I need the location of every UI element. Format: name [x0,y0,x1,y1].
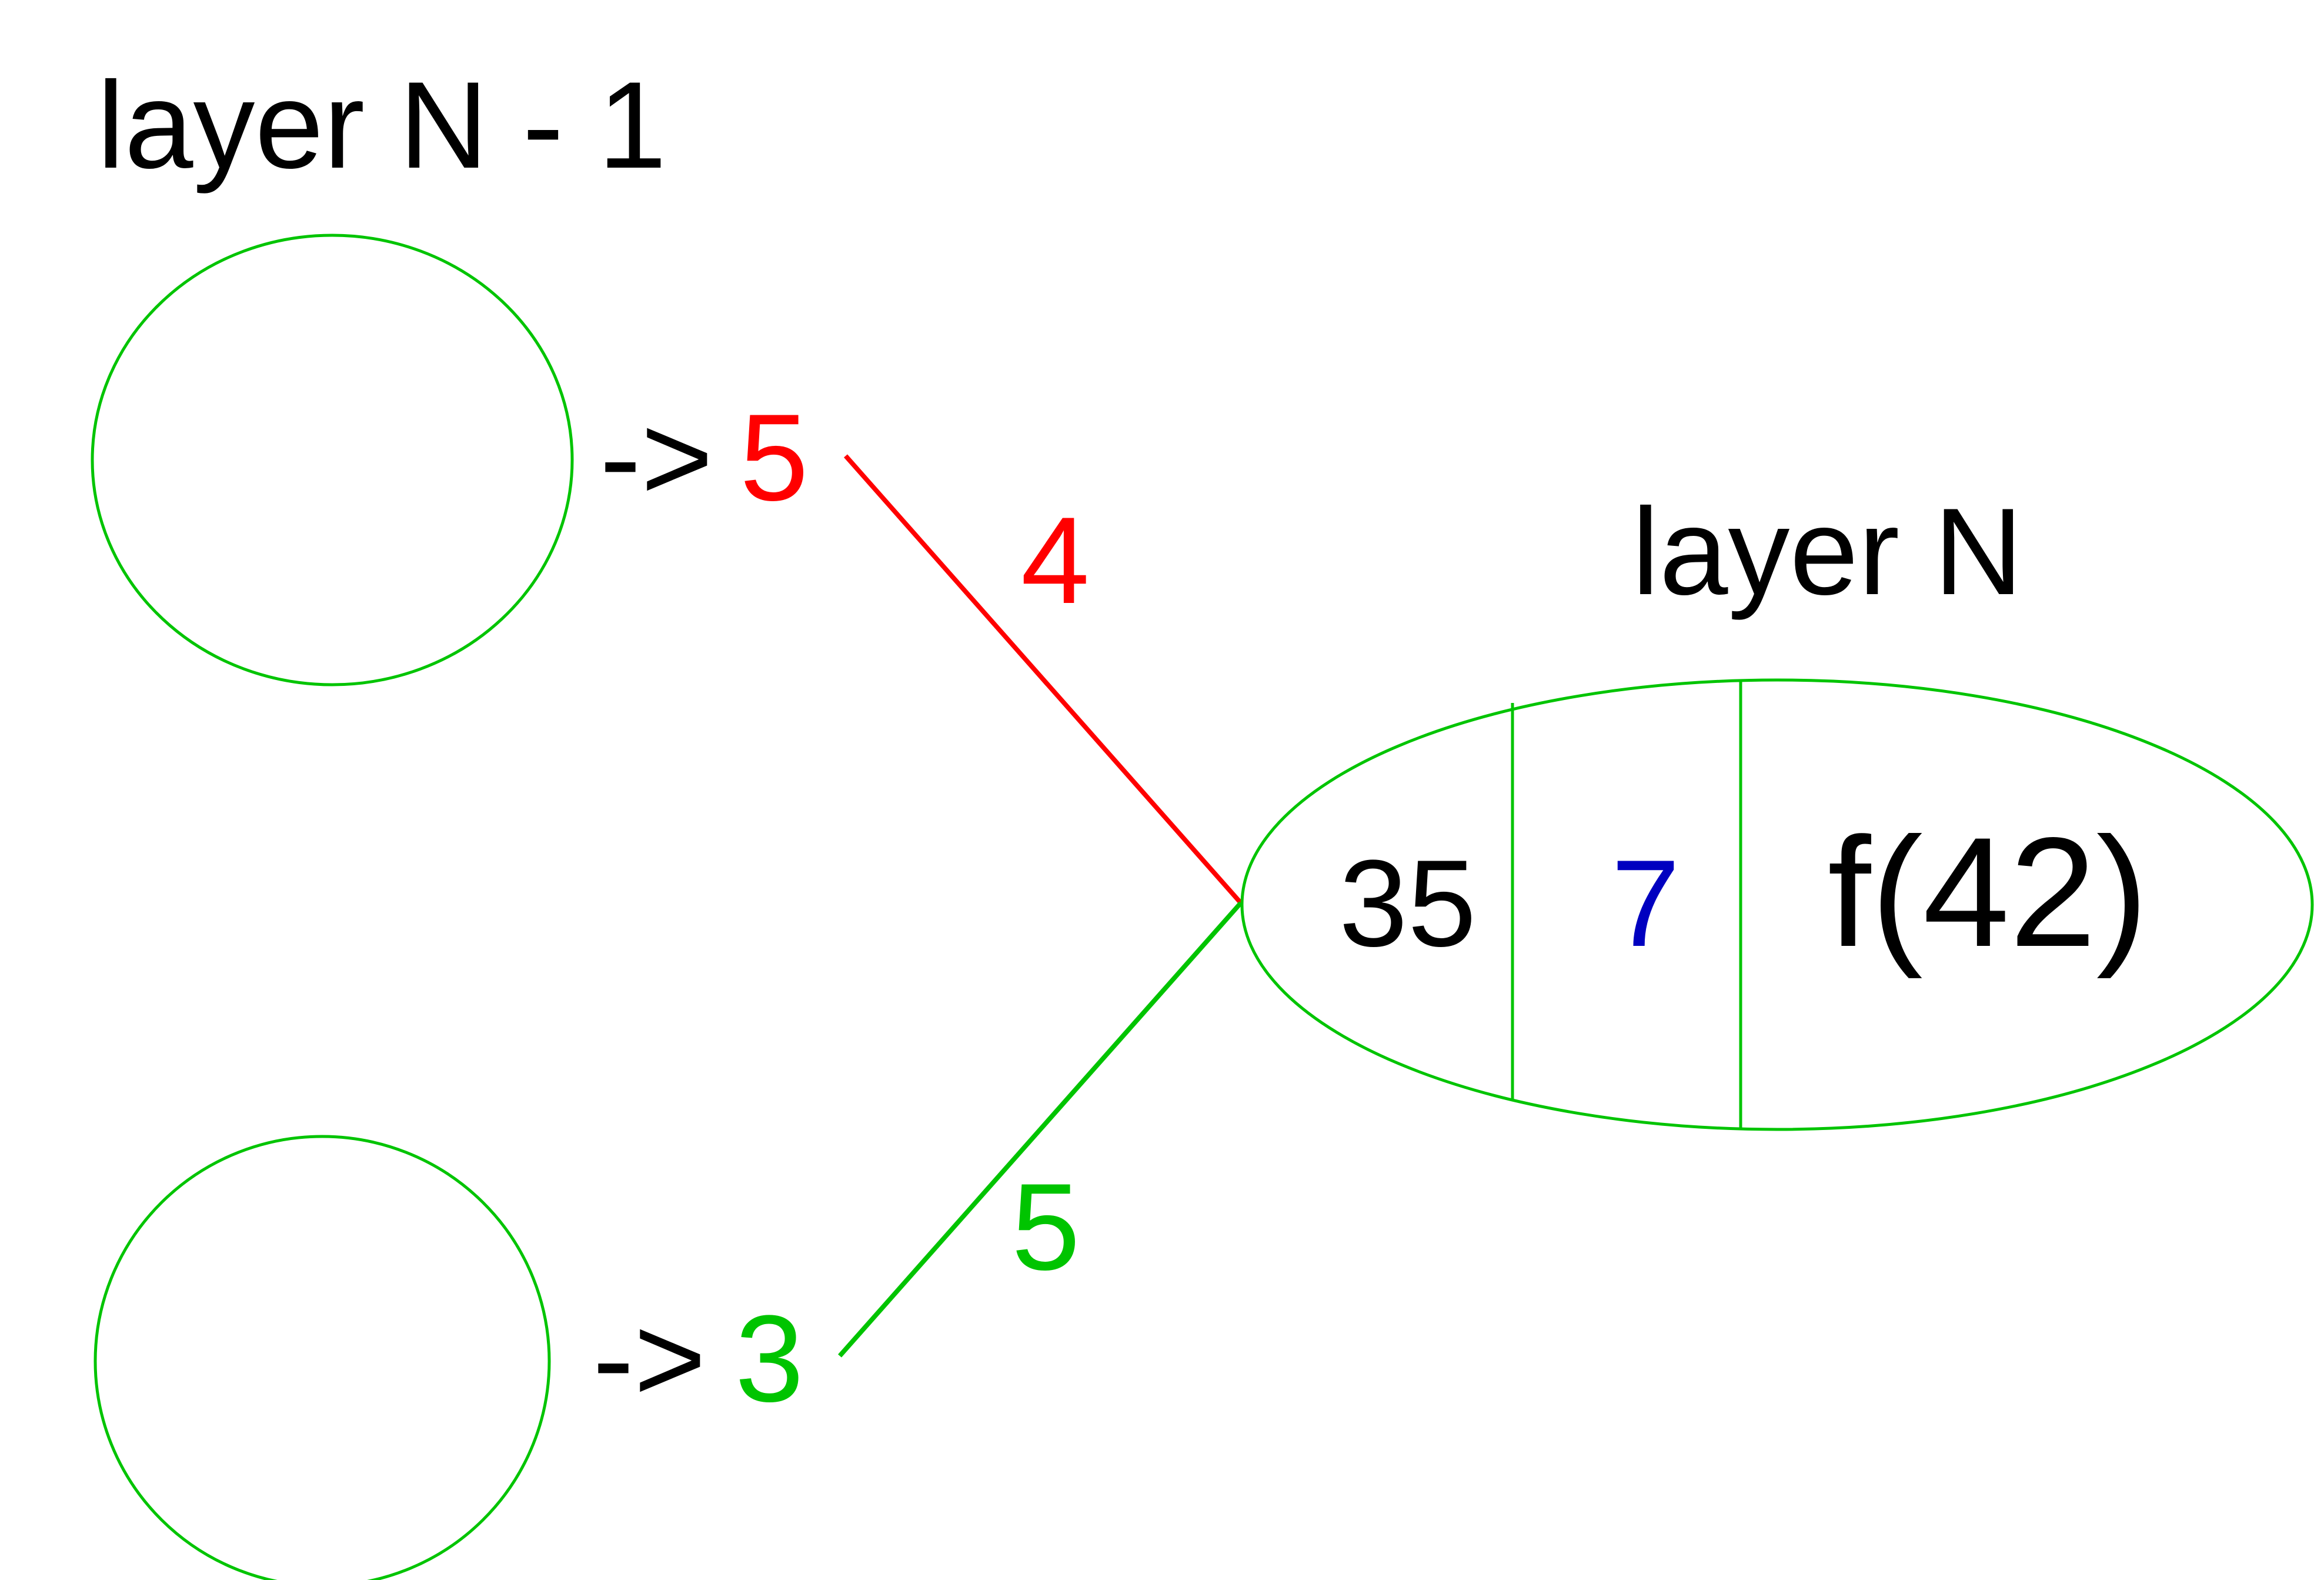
activation-output: f(42) [1828,805,2148,980]
weight-top: 4 [1021,491,1090,629]
output-arrow-top: -> [600,388,713,526]
prev-neuron-top [91,234,574,686]
weight-bottom: 5 [1011,1158,1080,1296]
weighted-input-sum: 35 [1339,834,1477,972]
target-neuron-outline [1240,678,2314,1131]
bias-value: 7 [1611,834,1680,972]
output-arrow-bottom: -> [593,1289,706,1428]
target-neuron: 35 7 f(42) [1240,678,2314,1131]
prev-neuron-bottom [94,1135,551,1580]
output-value-top: 5 [740,388,809,526]
prev-layer-title: layer N - 1 [97,56,667,194]
curr-layer-title: layer N [1632,482,2023,621]
edge-top [844,454,1243,905]
output-value-bottom: 3 [735,1289,804,1428]
edge-bottom [838,901,1243,1358]
